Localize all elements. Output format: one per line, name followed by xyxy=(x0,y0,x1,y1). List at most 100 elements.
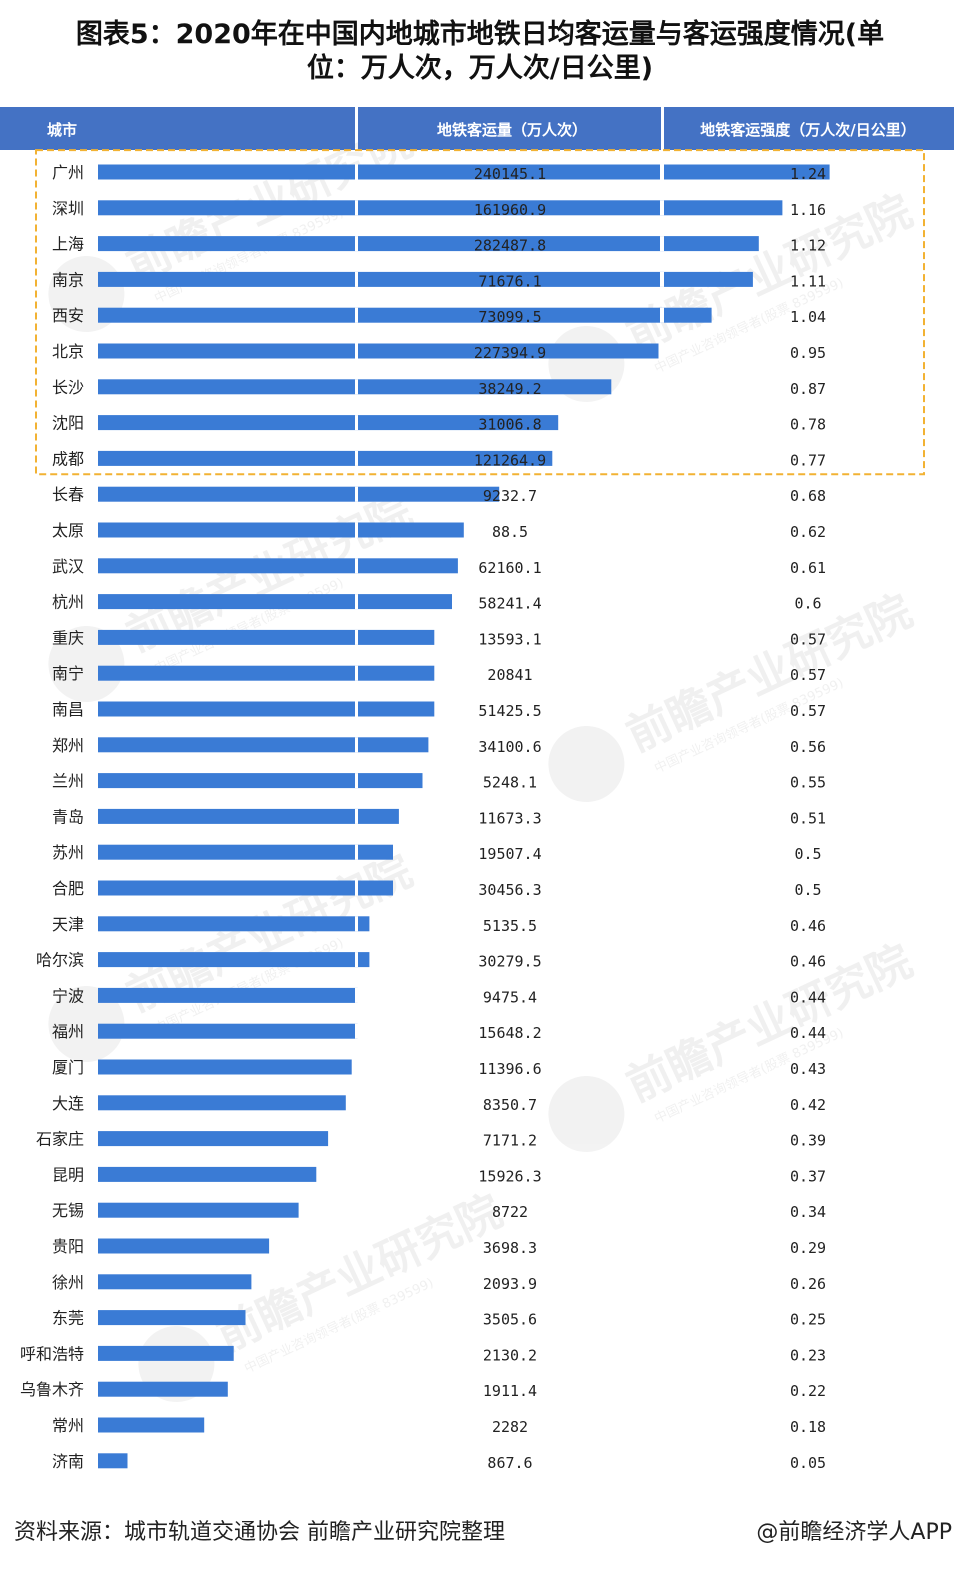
volume-label: 3505.6 xyxy=(483,1311,537,1329)
bar-gap xyxy=(355,808,358,824)
city-label: 厦门 xyxy=(52,1058,84,1077)
bar xyxy=(98,271,753,287)
city-label: 兰州 xyxy=(52,772,84,791)
volume-label: 8722 xyxy=(492,1203,528,1221)
city-label: 天津 xyxy=(52,915,84,934)
intensity-label: 0.6 xyxy=(794,595,821,613)
bar-gap xyxy=(355,844,358,860)
city-label: 杭州 xyxy=(52,593,84,612)
volume-label: 11396.6 xyxy=(478,1060,541,1078)
intensity-label: 0.61 xyxy=(790,559,826,577)
volume-label: 9232.7 xyxy=(483,487,537,505)
volume-label: 9475.4 xyxy=(483,988,537,1006)
bar xyxy=(98,880,393,896)
bar-gap xyxy=(355,773,358,789)
intensity-label: 0.5 xyxy=(794,845,821,863)
volume-label: 867.6 xyxy=(487,1454,532,1472)
city-label: 贵阳 xyxy=(52,1237,84,1256)
city-label: 石家庄 xyxy=(36,1130,84,1149)
bar-gap xyxy=(355,415,358,431)
volume-label: 62160.1 xyxy=(478,559,541,577)
volume-label: 71676.1 xyxy=(478,272,541,290)
intensity-label: 1.16 xyxy=(790,201,826,219)
bar xyxy=(98,522,464,538)
intensity-label: 1.24 xyxy=(790,165,826,183)
volume-label: 30279.5 xyxy=(478,953,541,971)
intensity-label: 1.04 xyxy=(790,308,826,326)
city-label: 上海 xyxy=(52,235,84,254)
watermark-logo-icon xyxy=(48,626,125,703)
volume-label: 13593.1 xyxy=(478,630,541,648)
city-label: 郑州 xyxy=(52,736,84,755)
chart-title: 图表5：2020年在中国内地城市地铁日均客运量与客运强度情况(单 位：万人次，万… xyxy=(0,18,960,86)
bar xyxy=(98,236,759,252)
bar-gap xyxy=(355,1023,358,1039)
bar-gap xyxy=(660,236,664,252)
volume-label: 282487.8 xyxy=(474,237,546,255)
watermark-logo-icon xyxy=(48,256,125,333)
bar xyxy=(98,1274,252,1290)
volume-label: 38249.2 xyxy=(478,380,541,398)
bar-gap xyxy=(355,307,358,323)
bar xyxy=(98,987,358,1003)
city-label: 乌鲁木齐 xyxy=(20,1380,84,1399)
watermark-logo-icon xyxy=(138,1326,215,1403)
bar-gap xyxy=(660,271,664,287)
volume-label: 15926.3 xyxy=(478,1167,541,1185)
credit-note: @前瞻经济学人APP xyxy=(756,1520,952,1545)
bar xyxy=(98,379,612,395)
bar-gap xyxy=(355,450,358,466)
city-label: 苏州 xyxy=(52,843,84,862)
bar xyxy=(98,343,659,359)
city-label: 西安 xyxy=(52,306,84,325)
city-label: 呼和浩特 xyxy=(20,1344,84,1363)
city-label: 成都 xyxy=(52,449,84,468)
watermark-brand: 前瞻产业研究院 xyxy=(619,936,920,1112)
bar xyxy=(98,1023,358,1039)
bar xyxy=(98,1202,299,1218)
bar xyxy=(98,952,370,968)
intensity-label: 0.78 xyxy=(790,416,826,434)
volume-label: 8350.7 xyxy=(483,1096,537,1114)
bar-gap xyxy=(355,379,358,395)
city-label: 常州 xyxy=(52,1416,84,1435)
intensity-label: 0.57 xyxy=(790,630,826,648)
city-label: 深圳 xyxy=(52,199,84,218)
intensity-label: 0.46 xyxy=(790,953,826,971)
watermark-logo-icon xyxy=(548,726,625,803)
bar xyxy=(98,808,399,824)
city-label: 南京 xyxy=(52,270,84,289)
city-label: 无锡 xyxy=(52,1201,84,1220)
bar xyxy=(98,629,435,645)
city-label: 昆明 xyxy=(52,1165,84,1184)
intensity-label: 0.29 xyxy=(790,1239,826,1257)
city-label: 太原 xyxy=(52,521,84,540)
bar xyxy=(98,1345,234,1361)
volume-label: 3698.3 xyxy=(483,1239,537,1257)
bar xyxy=(98,164,830,180)
watermark-logo-icon xyxy=(48,986,125,1063)
intensity-label: 1.12 xyxy=(790,237,826,255)
intensity-label: 1.11 xyxy=(790,272,826,290)
bar-gap xyxy=(355,200,358,216)
city-label: 沈阳 xyxy=(52,414,84,433)
bar xyxy=(98,665,435,681)
intensity-label: 0.95 xyxy=(790,344,826,362)
intensity-label: 0.43 xyxy=(790,1060,826,1078)
volume-label: 1911.4 xyxy=(483,1382,537,1400)
intensity-label: 0.77 xyxy=(790,451,826,469)
volume-label: 31006.8 xyxy=(478,416,541,434)
bar xyxy=(98,1095,346,1111)
bar xyxy=(98,558,458,574)
volume-label: 240145.1 xyxy=(474,165,546,183)
volume-label: 7171.2 xyxy=(483,1132,537,1150)
bar-gap xyxy=(355,558,358,574)
bar-gap xyxy=(355,594,358,610)
bar xyxy=(98,773,423,789)
intensity-label: 0.56 xyxy=(790,738,826,756)
volume-label: 20841 xyxy=(487,666,532,684)
bar-gap xyxy=(355,880,358,896)
